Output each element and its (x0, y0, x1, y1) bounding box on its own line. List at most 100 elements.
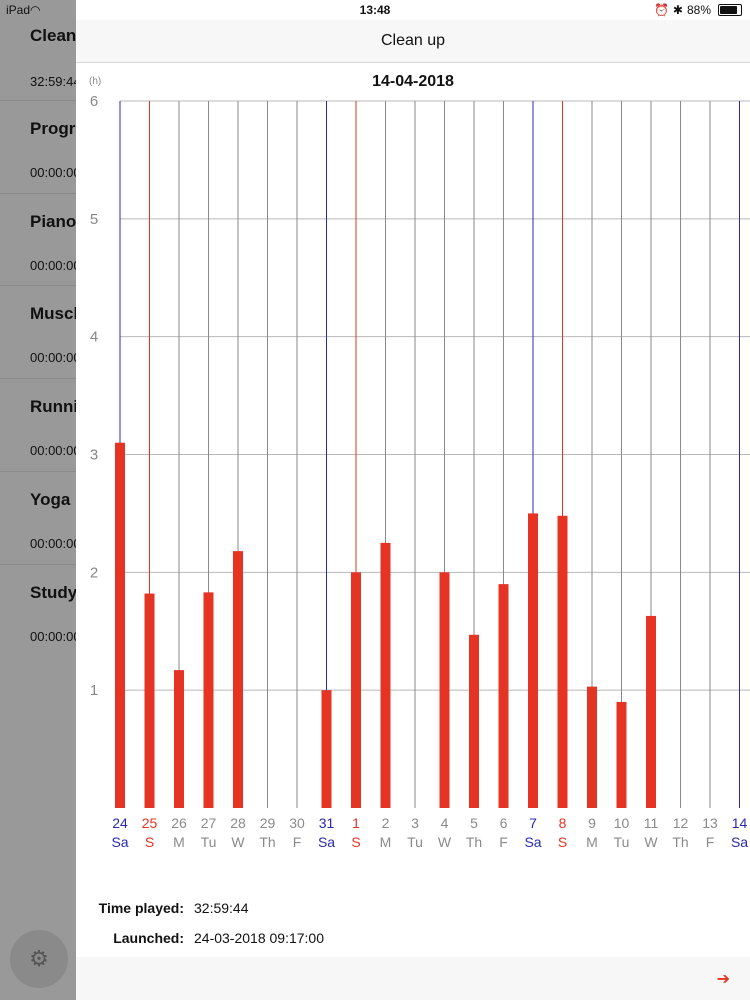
x-weekday-label: Tu (614, 834, 630, 850)
list-item-name: Yoga (30, 490, 71, 509)
footer-toolbar: ➔ (76, 957, 750, 1000)
list-item-time: 32:59:44 (30, 74, 81, 89)
bar (115, 442, 125, 808)
clock: 13:48 (359, 3, 391, 17)
y-tick-label: 4 (90, 329, 98, 346)
bar (439, 572, 450, 808)
bluetooth-icon: ✱ (672, 3, 683, 17)
x-weekday-label: Tu (407, 834, 423, 850)
x-weekday-label: M (586, 834, 598, 850)
launched-value: 24-03-2018 09:17:00 (194, 930, 324, 946)
wifi-icon: ​◠ (30, 3, 41, 17)
list-item[interactable]: Yoga 00:00:00 (0, 471, 81, 564)
x-weekday-label: Th (259, 834, 275, 850)
x-tick-label: 7 (529, 815, 537, 831)
x-tick-label: 27 (201, 815, 217, 831)
x-weekday-label: F (499, 834, 508, 850)
list-item-name: Study (30, 583, 78, 602)
bar (144, 593, 155, 808)
list-item[interactable]: Study 00:00:00 (0, 564, 81, 657)
x-weekday-label: M (173, 834, 185, 850)
list-item-time: 00:00:00 (30, 443, 81, 458)
bar (587, 686, 597, 808)
x-weekday-label: Tu (201, 834, 217, 850)
x-tick-label: 2 (382, 815, 390, 831)
x-tick-label: 25 (142, 815, 158, 831)
bar (233, 551, 243, 808)
x-tick-label: 8 (559, 815, 567, 831)
bar (469, 634, 479, 808)
list-item[interactable]: Piano 00:00:00 (0, 193, 81, 286)
x-tick-label: 1 (352, 815, 360, 831)
x-tick-label: 29 (260, 815, 276, 831)
x-tick-label: 13 (702, 815, 718, 831)
nav-bar: Clean up (76, 20, 750, 63)
arrow-right-icon[interactable]: ➔ (716, 971, 730, 988)
list-item-name: Piano (30, 212, 77, 231)
y-tick-label: 6 (90, 93, 98, 110)
x-weekday-label: S (558, 834, 567, 850)
x-tick-label: 6 (500, 815, 508, 831)
nav-title: Clean up (380, 32, 446, 49)
master-list: Clean up32:59:44Programming00:00:00Piano… (0, 0, 141, 1000)
chart-title: 14-04-2018 (372, 73, 454, 90)
bar (174, 670, 184, 808)
y-tick-label: 5 (90, 211, 98, 228)
x-tick-label: 3 (411, 815, 419, 831)
x-tick-label: 31 (319, 815, 335, 831)
x-tick-label: 9 (588, 815, 596, 831)
list-item[interactable]: Running 00:00:00 (0, 378, 99, 471)
time-played-value: 32:59:44 (194, 900, 249, 916)
bar (321, 690, 332, 808)
y-tick-label: 1 (90, 682, 98, 699)
list-item-time: 00:00:00 (30, 350, 81, 365)
y-tick-label: 3 (90, 447, 98, 464)
gear-icon: ⚙ (29, 946, 49, 971)
bar (616, 701, 627, 808)
alarm-icon: ⏰ (653, 3, 669, 17)
x-tick-label: 5 (470, 815, 478, 831)
x-tick-label: 24 (112, 815, 128, 831)
x-weekday-label: M (380, 834, 392, 850)
bar-chart: 12345624Sa25S26M27Tu28W29Th30F31Sa1S2M3T… (90, 93, 750, 850)
bar (557, 515, 568, 808)
launched-label: Launched: (113, 930, 184, 946)
x-weekday-label: F (706, 834, 715, 850)
device-name: iPad (6, 3, 31, 17)
x-tick-label: 10 (614, 815, 630, 831)
detail-sheet: Clean up 14-04-2018 (h) 1 2 3 4 5 6 24 Sa 25 S 26 M… (76, 0, 750, 1000)
x-weekday-label: Th (672, 834, 688, 850)
status-bar: iPad ​◠ 13:48 ⏰ ✱ 88% (0, 0, 750, 20)
x-weekday-label: Sa (524, 834, 541, 850)
list-item-time: 00:00:00 (30, 629, 81, 644)
bar (203, 592, 214, 808)
battery-percent: 88% (686, 3, 711, 17)
x-tick-label: 28 (230, 815, 246, 831)
x-weekday-label: Th (466, 834, 482, 850)
x-weekday-label: Sa (731, 834, 748, 850)
x-tick-label: 11 (644, 815, 659, 831)
x-tick-label: 26 (171, 815, 187, 831)
list-item-time: 00:00:00 (30, 536, 81, 551)
x-weekday-label: Sa (111, 834, 128, 850)
bar (646, 615, 656, 808)
bar (351, 572, 361, 808)
x-tick-label: 14 (732, 815, 748, 831)
y-tick-label: 2 (90, 564, 98, 581)
list-item-time: 00:00:00 (30, 258, 81, 273)
list-item-time: 00:00:00 (30, 165, 81, 180)
x-weekday-label: F (293, 834, 302, 850)
bar (380, 542, 391, 808)
x-weekday-label: W (644, 834, 658, 850)
list-item[interactable]: Muscle 00:00:00 (0, 285, 88, 378)
x-tick-label: 12 (673, 815, 689, 831)
x-tick-label: 30 (289, 815, 305, 831)
status-right: ⏰ ✱ 88% (654, 3, 742, 17)
settings-button[interactable]: ⚙ (10, 930, 68, 988)
list-item[interactable]: Programming00:00:00 (0, 100, 141, 193)
status-left: iPad ​◠ (6, 3, 41, 17)
list-item[interactable]: Clean up 32:59:44 (0, 20, 102, 100)
battery-icon (718, 4, 742, 16)
list-item-name: Muscle (30, 304, 88, 323)
x-weekday-label: S (351, 834, 360, 850)
